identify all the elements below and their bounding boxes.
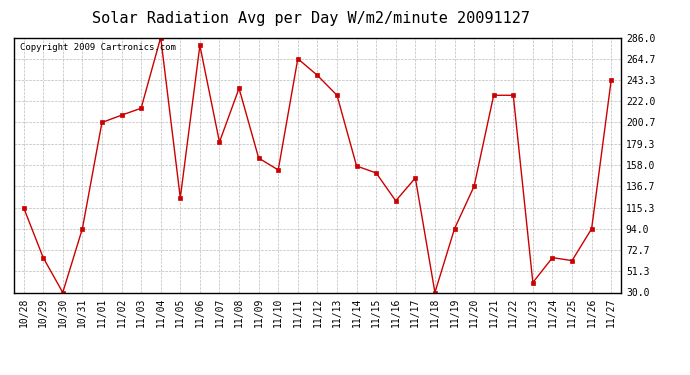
Text: Copyright 2009 Cartronics.com: Copyright 2009 Cartronics.com [20, 43, 176, 52]
Text: Solar Radiation Avg per Day W/m2/minute 20091127: Solar Radiation Avg per Day W/m2/minute … [92, 11, 529, 26]
